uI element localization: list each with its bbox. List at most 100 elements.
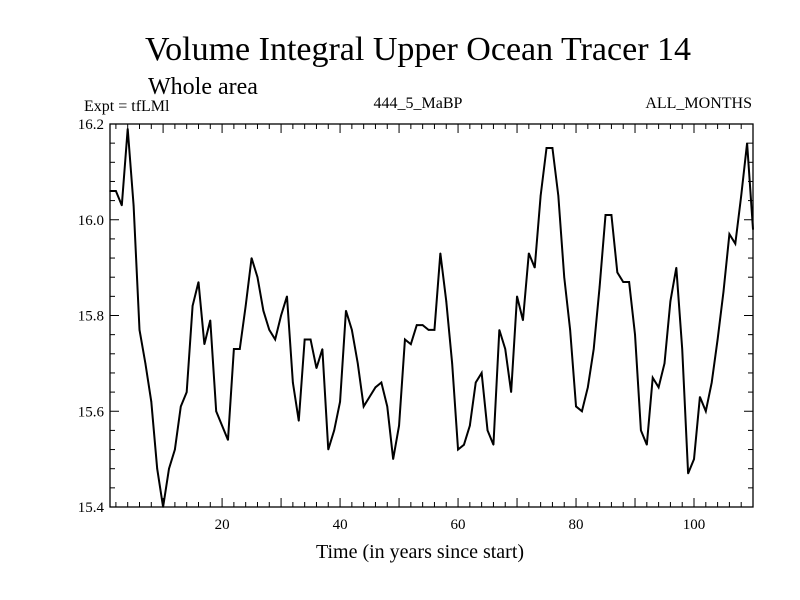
- data-point: [315, 367, 318, 369]
- data-point: [451, 362, 453, 365]
- data-point: [233, 348, 235, 350]
- x-tick-label: 100: [683, 517, 706, 533]
- data-point: [162, 506, 164, 508]
- data-point: [274, 338, 276, 341]
- data-point: [156, 467, 158, 470]
- data-point: [345, 309, 347, 312]
- y-tick-label: 16.0: [78, 213, 104, 229]
- data-point: [598, 285, 601, 288]
- data-point: [728, 233, 731, 235]
- series-line: [110, 128, 754, 508]
- data-point: [663, 362, 666, 365]
- data-point: [150, 400, 153, 403]
- y-tick-label: 16.2: [78, 117, 104, 133]
- data-point: [610, 214, 613, 216]
- data-point: [752, 228, 754, 231]
- data-point: [433, 329, 436, 331]
- x-tick-label: 20: [215, 517, 230, 533]
- data-point: [699, 396, 701, 398]
- data-point: [557, 195, 560, 197]
- data-point: [238, 348, 241, 350]
- x-axis-label: Time (in years since start): [316, 541, 524, 563]
- data-point: [221, 424, 223, 427]
- axis-ticks: [110, 123, 754, 508]
- data-point: [734, 242, 737, 245]
- data-point: [120, 204, 123, 207]
- data-point: [421, 324, 424, 326]
- y-tick-label: 15.8: [78, 309, 104, 325]
- data-point: [250, 257, 253, 259]
- data-point: [333, 429, 335, 432]
- data-point: [581, 410, 583, 413]
- x-tick-label: 60: [451, 517, 466, 533]
- data-point: [138, 329, 141, 331]
- data-point: [657, 386, 660, 389]
- data-point: [675, 266, 678, 269]
- data-point: [191, 305, 194, 307]
- data-point: [351, 329, 353, 331]
- data-point: [622, 281, 625, 283]
- data-point: [740, 195, 743, 197]
- data-point: [185, 391, 188, 393]
- data-point: [563, 276, 566, 279]
- data-point: [404, 338, 406, 341]
- data-point: [710, 381, 713, 384]
- data-point: [356, 362, 359, 365]
- data-point: [628, 281, 630, 283]
- data-point: [321, 348, 324, 350]
- data-point: [227, 439, 229, 441]
- data-point: [126, 127, 129, 130]
- data-point: [209, 319, 212, 322]
- run-label: 444_5_MaBP: [374, 95, 463, 112]
- data-point: [551, 147, 554, 149]
- data-point: [569, 329, 571, 331]
- data-point: [469, 424, 471, 427]
- data-point: [297, 420, 300, 422]
- data-point: [528, 252, 530, 255]
- months-label: ALL_MONTHS: [645, 95, 752, 112]
- data-point: [463, 443, 465, 446]
- y-tick-label: 15.4: [78, 500, 105, 516]
- data-point: [374, 386, 377, 389]
- data-point: [474, 381, 477, 384]
- data-point: [197, 281, 200, 283]
- data-point: [545, 147, 548, 149]
- expt-label: Expt = tfLMl: [84, 98, 170, 115]
- data-point: [286, 295, 288, 298]
- data-point: [634, 333, 636, 336]
- data-point: [681, 348, 684, 350]
- data-point: [516, 295, 518, 298]
- data-points: [109, 127, 754, 508]
- data-point: [415, 324, 418, 326]
- data-point: [522, 319, 524, 322]
- data-point: [457, 448, 459, 451]
- data-point: [646, 443, 648, 446]
- data-point: [398, 424, 400, 427]
- data-point: [716, 338, 719, 341]
- data-point: [362, 405, 365, 408]
- data-point: [492, 443, 495, 446]
- data-point: [746, 142, 748, 144]
- data-point: [115, 190, 117, 192]
- y-tick-label: 15.6: [78, 404, 105, 420]
- data-point: [539, 195, 542, 197]
- data-point: [705, 410, 707, 413]
- data-point: [533, 266, 536, 269]
- data-point: [203, 343, 206, 346]
- data-point: [309, 338, 312, 341]
- data-point: [368, 396, 371, 398]
- data-point: [215, 410, 217, 413]
- data-point: [303, 338, 306, 341]
- data-point: [616, 271, 619, 274]
- data-point: [174, 448, 176, 451]
- data-point: [132, 204, 135, 207]
- data-point: [244, 305, 247, 307]
- data-point: [268, 329, 271, 331]
- data-point: [693, 458, 695, 460]
- data-point: [687, 472, 689, 475]
- data-point: [410, 343, 412, 346]
- data-point: [256, 276, 259, 279]
- data-point: [339, 400, 341, 403]
- data-point: [587, 386, 589, 389]
